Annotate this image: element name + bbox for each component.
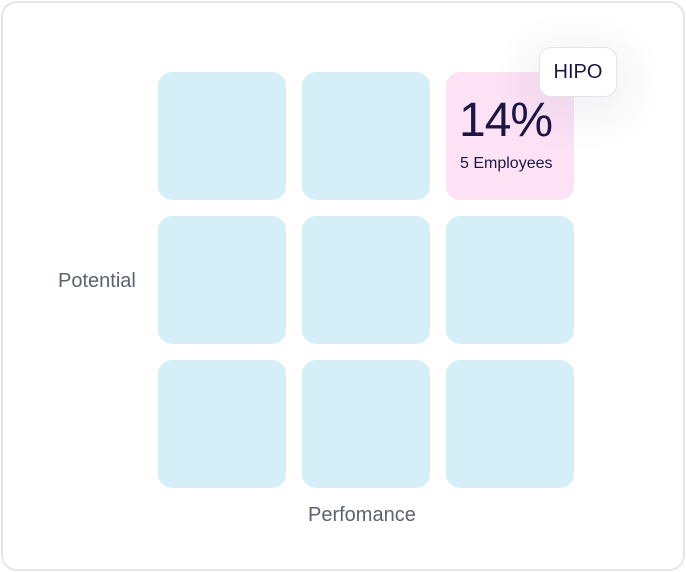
x-axis-label: Perfomance xyxy=(308,504,416,526)
y-axis-label: Potential xyxy=(58,270,136,292)
grid-cell-r2-c2[interactable] xyxy=(302,216,430,344)
cell-employee-count: 5 Employees xyxy=(460,155,553,172)
hipo-badge: HIPO xyxy=(539,47,617,97)
grid-cell-r3-c1[interactable] xyxy=(158,360,286,488)
grid-cell-r3-c2[interactable] xyxy=(302,360,430,488)
grid-cell-r2-c1[interactable] xyxy=(158,216,286,344)
cell-percentage: 14% xyxy=(459,94,553,147)
grid-cell-r2-c3[interactable] xyxy=(446,216,574,344)
grid-cell-r3-c3[interactable] xyxy=(446,360,574,488)
grid-cell-r1-c2[interactable] xyxy=(302,72,430,200)
grid-cell-r1-c1[interactable] xyxy=(158,72,286,200)
